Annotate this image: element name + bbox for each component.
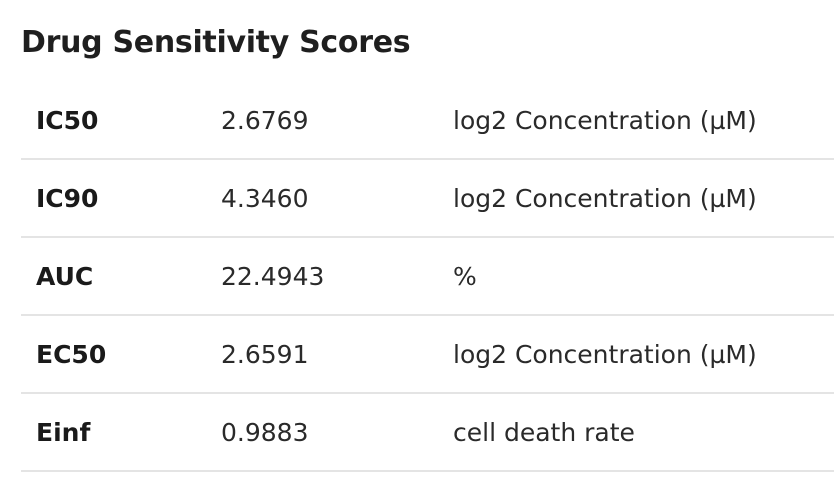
metric-name: IC50: [21, 82, 221, 160]
metric-name: IC90: [21, 159, 221, 238]
metric-unit: log2 Concentration (µM): [453, 159, 834, 238]
metric-name: AUC: [21, 237, 221, 316]
table-row: IC50 2.6769 log2 Concentration (µM): [21, 82, 834, 160]
metric-name: EC50: [21, 315, 221, 394]
table-row: IC90 4.3460 log2 Concentration (µM): [21, 159, 834, 238]
metric-unit: log2 Concentration (µM): [453, 82, 834, 160]
metric-value: 2.6591: [221, 315, 453, 394]
metric-unit: %: [453, 237, 834, 316]
metric-name: Einf: [21, 393, 221, 472]
page-title: Drug Sensitivity Scores: [21, 25, 411, 60]
table-row: Einf 0.9883 cell death rate: [21, 393, 834, 472]
metric-unit: cell death rate: [453, 393, 834, 472]
metric-value: 4.3460: [221, 159, 453, 238]
metric-unit: log2 Concentration (µM): [453, 315, 834, 394]
metric-value: 0.9883: [221, 393, 453, 472]
metric-value: 22.4943: [221, 237, 453, 316]
metric-value: 2.6769: [221, 82, 453, 160]
table-row: EC50 2.6591 log2 Concentration (µM): [21, 315, 834, 394]
drug-sensitivity-table: IC50 2.6769 log2 Concentration (µM) IC90…: [21, 82, 834, 472]
table-row: AUC 22.4943 %: [21, 237, 834, 316]
